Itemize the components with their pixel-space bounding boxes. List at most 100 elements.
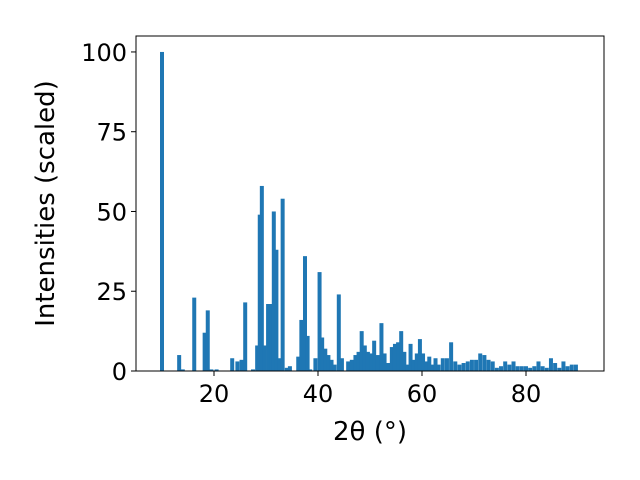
y-tick-label: 0 <box>112 358 127 386</box>
bar <box>561 361 566 371</box>
bar <box>192 297 197 371</box>
bar <box>230 358 235 371</box>
bar <box>359 331 364 371</box>
y-tick-label: 50 <box>96 198 127 226</box>
bar <box>305 335 310 371</box>
bar <box>524 366 528 371</box>
bar <box>266 304 271 371</box>
bar <box>308 369 313 371</box>
bar <box>353 355 358 371</box>
bar <box>389 347 394 371</box>
bar <box>239 359 244 371</box>
bar <box>478 353 483 371</box>
bar <box>469 359 474 371</box>
bar <box>536 361 541 371</box>
bar <box>444 358 449 371</box>
bar <box>205 310 210 371</box>
bar <box>274 249 279 371</box>
bar <box>320 337 325 371</box>
bar <box>323 348 328 371</box>
y-axis-label: Intensities (scaled) <box>31 80 61 327</box>
bar <box>411 359 416 371</box>
bar <box>177 355 182 371</box>
bar <box>417 339 422 371</box>
bar <box>557 367 562 371</box>
bar <box>482 355 487 371</box>
bar <box>515 366 520 371</box>
bar <box>251 369 255 371</box>
bar <box>548 358 553 371</box>
bar <box>277 358 282 371</box>
bar <box>313 358 318 371</box>
bar <box>326 355 331 371</box>
bar <box>503 361 508 371</box>
y-tick-label: 75 <box>96 119 127 147</box>
bar <box>180 369 185 371</box>
x-tick-label: 80 <box>511 380 542 408</box>
bar <box>408 343 413 371</box>
bar <box>329 359 334 371</box>
bar <box>262 345 267 371</box>
bar <box>356 351 361 371</box>
bar <box>399 331 404 371</box>
bar <box>457 364 462 371</box>
bar <box>453 361 458 371</box>
bar <box>339 358 344 371</box>
x-tick-label: 20 <box>199 380 230 408</box>
bar <box>284 367 289 371</box>
plot-frame <box>135 35 605 372</box>
bar <box>405 364 410 371</box>
bar <box>553 363 558 371</box>
bar <box>375 355 380 371</box>
bar <box>494 367 499 371</box>
bar <box>427 356 432 371</box>
bar <box>433 358 438 371</box>
bar <box>490 361 495 371</box>
bar <box>540 366 545 371</box>
bar <box>269 304 274 371</box>
bar <box>499 366 504 371</box>
bar <box>202 332 207 371</box>
bar <box>259 185 264 371</box>
bar <box>235 361 240 371</box>
bar <box>280 198 285 371</box>
bar <box>257 214 262 371</box>
bar <box>271 211 276 371</box>
bar <box>414 353 419 371</box>
bar <box>372 340 377 371</box>
bar <box>392 343 397 371</box>
bar <box>424 361 429 371</box>
bar <box>299 319 304 371</box>
bar <box>430 364 435 371</box>
bar <box>402 351 407 371</box>
x-axis-ticks: 20 40 60 80 <box>199 371 542 408</box>
bar <box>511 361 516 371</box>
bar <box>544 367 549 371</box>
bar <box>243 302 248 371</box>
bar <box>336 294 341 371</box>
bar <box>303 256 307 371</box>
bar <box>421 353 426 371</box>
bar <box>346 361 351 371</box>
bar <box>160 51 164 371</box>
bar <box>287 366 292 371</box>
bar <box>569 364 574 371</box>
bar <box>528 367 533 371</box>
bar <box>379 323 384 371</box>
bar <box>296 356 301 371</box>
bar <box>396 342 401 371</box>
bar <box>386 363 391 371</box>
x-axis-label: 2θ (°) <box>333 417 407 447</box>
bar <box>440 358 445 371</box>
bar <box>519 366 524 371</box>
y-tick-label: 25 <box>96 278 127 306</box>
bar <box>332 364 337 371</box>
bar <box>255 345 260 371</box>
bar <box>565 366 570 371</box>
bar <box>436 364 441 371</box>
bar <box>362 345 367 371</box>
bar <box>532 366 537 371</box>
bar <box>507 364 512 371</box>
bar <box>486 359 491 371</box>
